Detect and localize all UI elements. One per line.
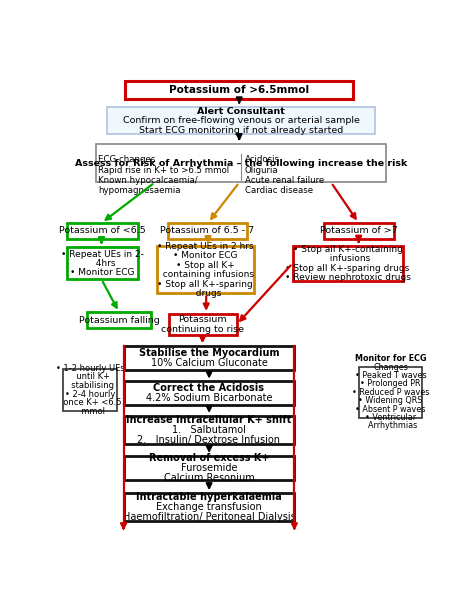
FancyBboxPatch shape [124,456,294,480]
Text: infusions: infusions [325,254,371,263]
FancyBboxPatch shape [292,246,403,281]
FancyBboxPatch shape [124,416,294,444]
Text: until K+: until K+ [71,373,109,381]
Text: • Stop all K+-sparing: • Stop all K+-sparing [157,280,253,288]
Text: 2.   Insulin/ Dextrose Infusion: 2. Insulin/ Dextrose Infusion [137,435,281,445]
Text: Potassium of >7: Potassium of >7 [320,227,398,235]
Text: Changes: Changes [373,363,408,371]
FancyBboxPatch shape [125,81,353,99]
FancyBboxPatch shape [156,246,254,293]
Text: • Absent P waves: • Absent P waves [356,404,426,414]
Text: Intractable hyperkalaemia: Intractable hyperkalaemia [136,492,282,502]
Text: • Review nephrotoxic drugs: • Review nephrotoxic drugs [285,273,410,282]
FancyBboxPatch shape [96,144,386,183]
FancyBboxPatch shape [169,313,237,335]
Text: Increase Intracellular K+ shift: Increase Intracellular K+ shift [126,415,292,425]
Text: • Stop all K+-containing: • Stop all K+-containing [292,245,402,254]
Text: Arrhythmias: Arrhythmias [364,422,418,430]
FancyBboxPatch shape [87,312,151,328]
Text: mmol: mmol [76,407,105,416]
Text: Potassium of >6.5mmol: Potassium of >6.5mmol [169,86,310,95]
Text: Assess for Risk of Arrhythmia – the following increase the risk: Assess for Risk of Arrhythmia – the foll… [75,159,407,167]
Text: Potassium of 6.5 - 7: Potassium of 6.5 - 7 [160,227,254,235]
Text: Potassium falling: Potassium falling [79,316,159,325]
Text: containing infusions: containing infusions [157,270,254,279]
Text: • Monitor ECG: • Monitor ECG [173,251,237,260]
FancyBboxPatch shape [124,493,294,521]
Text: Stabilise the Myocardium: Stabilise the Myocardium [139,348,279,358]
Text: 4hrs: 4hrs [90,259,115,268]
FancyBboxPatch shape [324,223,393,239]
Text: • Widening QRS: • Widening QRS [358,396,423,405]
Text: Confirm on free-flowing venous or arterial sample: Confirm on free-flowing venous or arteri… [123,116,359,125]
Text: • 2-4 hourly: • 2-4 hourly [65,390,115,399]
Text: • Monitor ECG: • Monitor ECG [70,268,135,277]
Text: Exchange transfusion: Exchange transfusion [156,502,262,512]
Text: stabilising: stabilising [66,381,114,390]
FancyBboxPatch shape [107,107,375,134]
Text: • Repeat UEs in 2 hrs: • Repeat UEs in 2 hrs [157,242,254,251]
Text: • Ventricular: • Ventricular [365,413,416,422]
Text: Potassium: Potassium [178,315,227,324]
Text: • Stop all K+-sparing drugs: • Stop all K+-sparing drugs [285,264,410,273]
Text: Furosemide: Furosemide [181,463,237,473]
FancyBboxPatch shape [66,223,138,239]
Text: Potassium of <6.5: Potassium of <6.5 [59,227,146,235]
Text: continuing to rise: continuing to rise [161,325,244,334]
Text: once K+ <6.5: once K+ <6.5 [58,398,122,408]
Text: 10% Calcium Gluconate: 10% Calcium Gluconate [151,358,267,368]
FancyBboxPatch shape [63,369,117,411]
Text: Removal of excess K+: Removal of excess K+ [149,453,269,463]
Text: ECG changes
Rapid rise in K+ to >6.5 mmol
Known hypocalcaemia/
hypomagnesaemia: ECG changes Rapid rise in K+ to >6.5 mmo… [98,155,229,196]
Text: Correct the Acidosis: Correct the Acidosis [154,383,264,393]
Text: Start ECG monitoring if not already started: Start ECG monitoring if not already star… [139,126,343,135]
FancyBboxPatch shape [124,346,294,370]
Text: • Reduced P waves: • Reduced P waves [352,388,429,397]
Text: Acidosis
Oliguria
Acute renal failure
Cardiac disease: Acidosis Oliguria Acute renal failure Ca… [245,155,324,196]
Text: Monitor for ECG: Monitor for ECG [355,354,426,364]
Text: 1.   Salbutamol: 1. Salbutamol [172,425,246,435]
FancyBboxPatch shape [359,367,422,418]
Text: Haemofiltration/ Peritoneal Dialysis: Haemofiltration/ Peritoneal Dialysis [123,512,295,522]
Text: Alert Consultant: Alert Consultant [197,106,285,115]
Text: • 1-2 hourly UEs: • 1-2 hourly UEs [56,364,125,373]
Text: • Repeat UEs in 2-: • Repeat UEs in 2- [61,249,144,258]
FancyBboxPatch shape [124,381,294,405]
Text: drugs: drugs [190,289,221,298]
Text: • Prolonged PR: • Prolonged PR [360,379,421,389]
Text: • Peaked T waves: • Peaked T waves [355,371,427,380]
Text: • Stop all K+: • Stop all K+ [176,261,235,270]
FancyBboxPatch shape [66,247,138,279]
Text: 4.2% Sodium Bicarbonate: 4.2% Sodium Bicarbonate [146,393,272,403]
FancyBboxPatch shape [168,223,246,239]
Text: Calcium Resonium: Calcium Resonium [164,473,255,483]
